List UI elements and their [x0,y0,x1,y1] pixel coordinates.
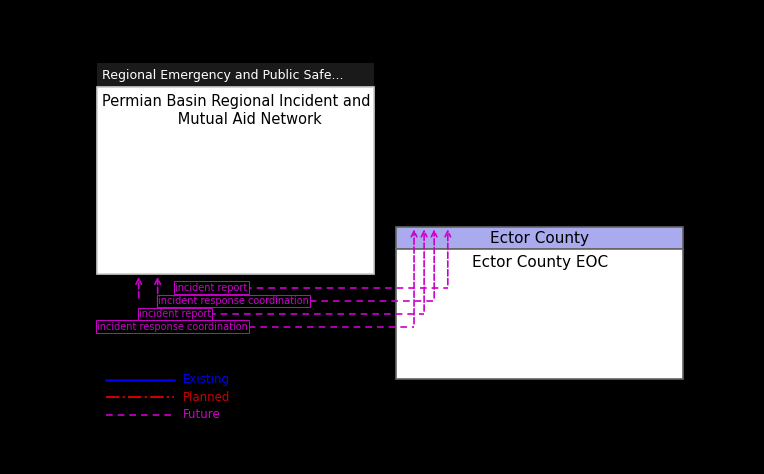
Text: incident report: incident report [176,283,248,292]
Text: incident report: incident report [139,309,211,319]
Text: Regional Emergency and Public Safe...: Regional Emergency and Public Safe... [102,69,344,82]
Text: incident response coordination: incident response coordination [157,296,309,306]
Text: Permian Basin Regional Incident and
      Mutual Aid Network: Permian Basin Regional Incident and Mutu… [102,94,370,127]
Text: Planned: Planned [183,391,231,404]
Text: Existing: Existing [183,374,230,386]
FancyBboxPatch shape [397,228,683,249]
Text: Ector County EOC: Ector County EOC [471,255,607,270]
Text: Future: Future [183,409,221,421]
Text: Ector County: Ector County [490,231,589,246]
FancyBboxPatch shape [97,64,374,87]
Text: incident response coordination: incident response coordination [97,321,248,332]
FancyBboxPatch shape [397,249,683,379]
FancyBboxPatch shape [97,87,374,274]
